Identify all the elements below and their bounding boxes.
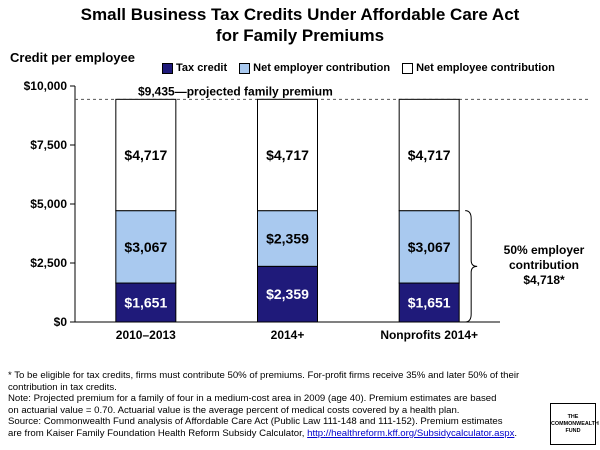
x-tick-label: 2010–2013 <box>116 328 176 342</box>
legend-label-tax-credit: Tax credit <box>176 62 228 74</box>
logo-line1: THE <box>567 413 579 420</box>
footnote-line3: Note: Projected premium for a family of … <box>8 393 497 405</box>
employer-contribution-brace <box>465 210 478 323</box>
chart-title-line2: for Family Premiums <box>215 26 385 45</box>
x-tick-label: Nonprofits 2014+ <box>380 328 478 342</box>
footnote-line6-prefix: are from Kaiser Family Foundation Health… <box>8 427 308 439</box>
bar-segment-2 <box>257 210 318 267</box>
annotation-line3: $4,718* <box>523 273 565 287</box>
bar-value-label: $1,651 <box>408 295 451 311</box>
bar-segment-1 <box>257 265 318 323</box>
y-tick-label: $7,500 <box>30 138 67 152</box>
legend-item-tax-credit: Tax credit <box>162 62 227 74</box>
y-tick-label: $2,500 <box>30 256 67 270</box>
bar-value-label: $4,717 <box>124 147 167 163</box>
bar-value-label: $2,359 <box>266 286 309 302</box>
y-tick-label: $0 <box>54 315 68 329</box>
stacked-bar-chart: $0 $2,500 $5,000 $7,500 $10,000 $9,435—projec… <box>24 79 590 342</box>
bar-segment-3 <box>115 98 177 212</box>
x-tick-label: 2014+ <box>271 328 305 342</box>
bar-value-label: $4,717 <box>266 147 309 163</box>
legend-item-employee: Net employee contribution <box>402 62 555 74</box>
footnote-line2: contribution in tax credits. <box>8 381 117 393</box>
bar-value-label: $1,651 <box>124 295 167 311</box>
footnote-line4: on actuarial value = 0.70. Actuarial val… <box>8 404 460 416</box>
bar-value-label: $3,067 <box>408 239 451 255</box>
commonwealth-fund-logo: THE COMMONWEALTH FUND <box>550 403 599 445</box>
bar-value-label: $3,067 <box>124 239 167 255</box>
y-tick-label: $5,000 <box>30 197 67 211</box>
chart-title-line1: Small Business Tax Credits Under Afforda… <box>80 5 520 24</box>
footnote-line1: * To be eligible for tax credits, firms … <box>8 370 520 381</box>
bar-value-label: $4,717 <box>408 147 451 163</box>
footnote-line5: Source: Commonwealth Fund analysis of Af… <box>8 416 503 428</box>
legend-swatch-employer <box>239 62 251 74</box>
footnote-line6: are from Kaiser Family Foundation Health… <box>8 428 548 440</box>
employer-contribution-annotation: 50% employer contribution $4,718* <box>498 243 590 288</box>
chart-title: Small Business Tax Credits Under Afforda… <box>0 4 600 46</box>
legend-label-employer: Net employer contribution <box>253 62 391 74</box>
bar-value-label: $2,359 <box>266 230 309 246</box>
reference-line-label: $9,435—projected family premium <box>138 84 333 98</box>
bar-segment-3 <box>257 98 318 212</box>
annotation-line2: contribution <box>509 258 579 272</box>
logo-line2: COMMONWEALTH <box>551 420 599 427</box>
legend-label-employee: Net employee contribution <box>416 62 555 74</box>
legend-swatch-tax-credit <box>162 62 173 74</box>
annotation-line1: 50% employer <box>503 243 585 257</box>
y-axis-label: Credit per employee <box>10 50 135 65</box>
bar-segment-2 <box>398 210 460 284</box>
legend: Tax credit Net employer contribution Net… <box>162 62 555 74</box>
footnote: * To be eligible for tax credits, firms … <box>8 370 548 440</box>
logo-line3: FUND <box>565 427 581 434</box>
legend-swatch-employee <box>402 62 414 74</box>
source-link[interactable]: http://healthreform.kff.org/Subsidycalcu… <box>307 427 515 439</box>
bar-segment-3 <box>398 98 460 212</box>
footnote-line6-suffix: . <box>514 427 518 439</box>
legend-item-employer: Net employer contribution <box>239 62 390 74</box>
y-tick-label: $10,000 <box>24 79 68 93</box>
